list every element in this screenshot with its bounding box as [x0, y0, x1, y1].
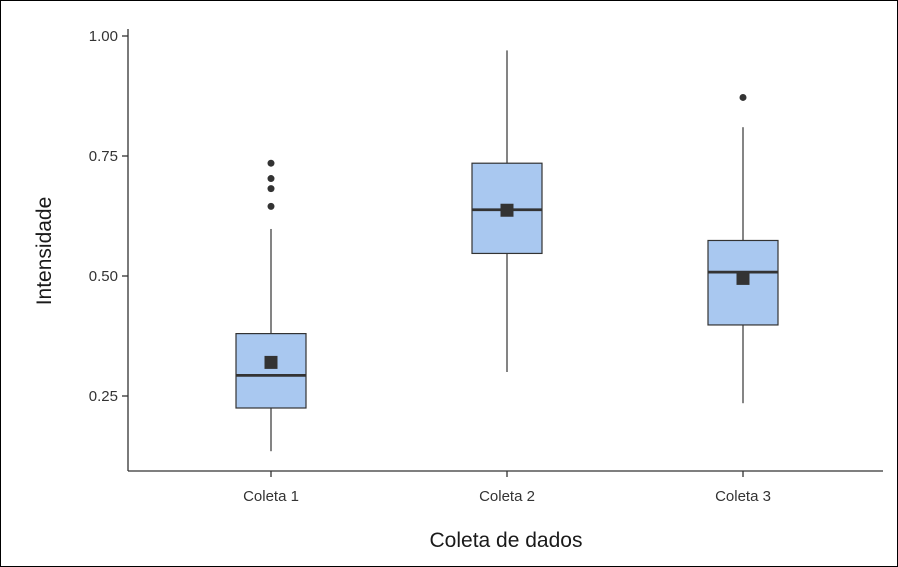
- y-tick-label: 0.50: [89, 268, 118, 285]
- box-group: [235, 159, 307, 452]
- mean-marker: [736, 271, 750, 285]
- mean-marker: [500, 203, 514, 217]
- y-axis-title: Intensidade: [33, 197, 56, 306]
- mean-marker: [264, 355, 278, 369]
- y-tick-label: 0.75: [89, 148, 118, 165]
- outlier-point: [267, 185, 275, 193]
- outlier-point: [267, 202, 275, 210]
- y-tick-label: 1.00: [89, 28, 118, 45]
- y-axis-ticks: 0.25 0.50 0.75 1.00: [89, 28, 128, 405]
- y-tick-label: 0.25: [89, 388, 118, 405]
- outlier-point: [267, 175, 275, 183]
- outlier-point: [739, 93, 747, 101]
- plot-area: [235, 50, 779, 452]
- x-tick-label: Coleta 3: [715, 488, 771, 505]
- x-tick-label: Coleta 2: [479, 488, 535, 505]
- iqr-box: [235, 333, 307, 409]
- x-tick-label: Coleta 1: [243, 488, 299, 505]
- box-group: [707, 93, 779, 404]
- x-axis-title: Coleta de dados: [430, 529, 583, 552]
- x-axis-ticks: Coleta 1 Coleta 2 Coleta 3: [243, 471, 771, 505]
- box-group: [471, 50, 543, 372]
- outlier-point: [267, 159, 275, 167]
